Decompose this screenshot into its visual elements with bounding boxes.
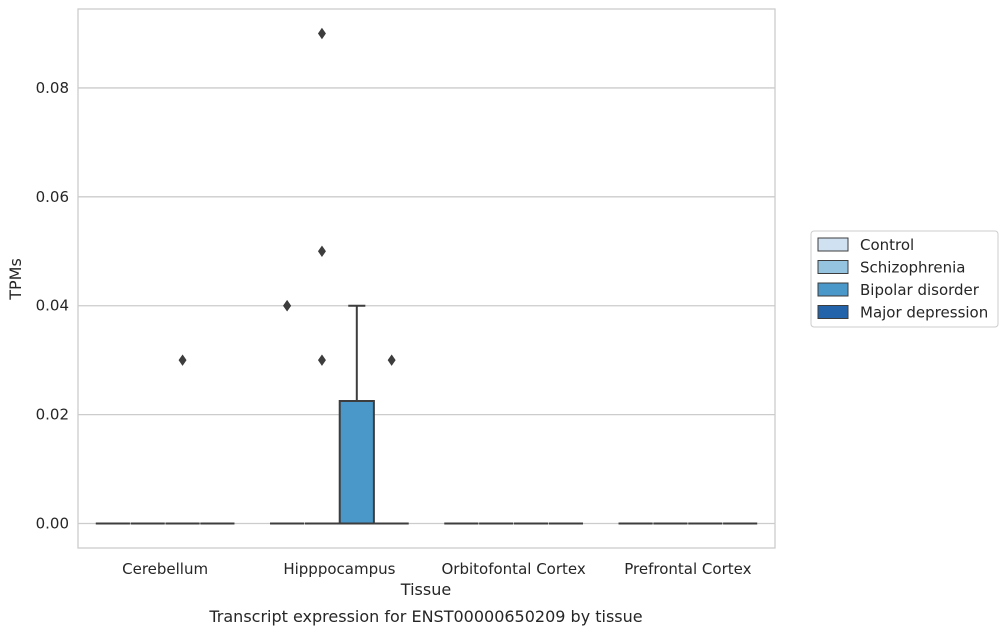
x-tick-label: Hipppocampus [283, 560, 395, 578]
legend-swatch [817, 305, 849, 319]
x-tick-label: Cerebellum [122, 560, 208, 578]
x-tick-label: Prefrontal Cortex [624, 560, 751, 578]
y-tick-label: 0.04 [36, 297, 69, 315]
y-tick-label: 0.02 [36, 406, 69, 424]
legend-label: Bipolar disorder [860, 281, 980, 299]
boxes [95, 304, 758, 525]
box-hipppocampus-bipolar-disorder [338, 304, 375, 525]
outliers [178, 27, 396, 366]
outlier-point [178, 354, 187, 366]
y-tick-label: 0.06 [36, 188, 69, 206]
legend-label: Control [860, 236, 914, 254]
box-iqr [338, 400, 375, 525]
plot-frame [77, 8, 776, 549]
chart-caption: Transcript expression for ENST0000065020… [208, 607, 642, 626]
legend-frame [810, 230, 999, 328]
x-axis-ticks: Cerebellum Hipppocampus Orbitofontal Corte… [122, 560, 751, 578]
outlier-point [317, 354, 326, 366]
legend-swatch [817, 237, 849, 252]
outlier-point [387, 354, 396, 366]
outlier-point [283, 300, 292, 312]
legend-swatch [817, 260, 849, 274]
y-axis-ticks: 0.00 0.02 0.04 0.06 0.08 [36, 79, 69, 533]
y-axis-label: TPMs [6, 258, 25, 301]
outlier-point [317, 245, 326, 257]
outlier-point [317, 27, 326, 40]
x-tick-label: Orbitofontal Cortex [442, 560, 586, 578]
legend-swatch [817, 282, 849, 297]
gridlines [78, 87, 775, 525]
y-tick-label: 0.00 [36, 515, 69, 533]
y-tick-label: 0.08 [36, 79, 69, 97]
legend-label: Major depression [860, 304, 988, 322]
legend: Control Schizophrenia Bipolar disorder Majo… [810, 230, 999, 328]
legend-label: Schizophrenia [860, 259, 965, 277]
x-axis-label: Tissue [400, 580, 451, 599]
